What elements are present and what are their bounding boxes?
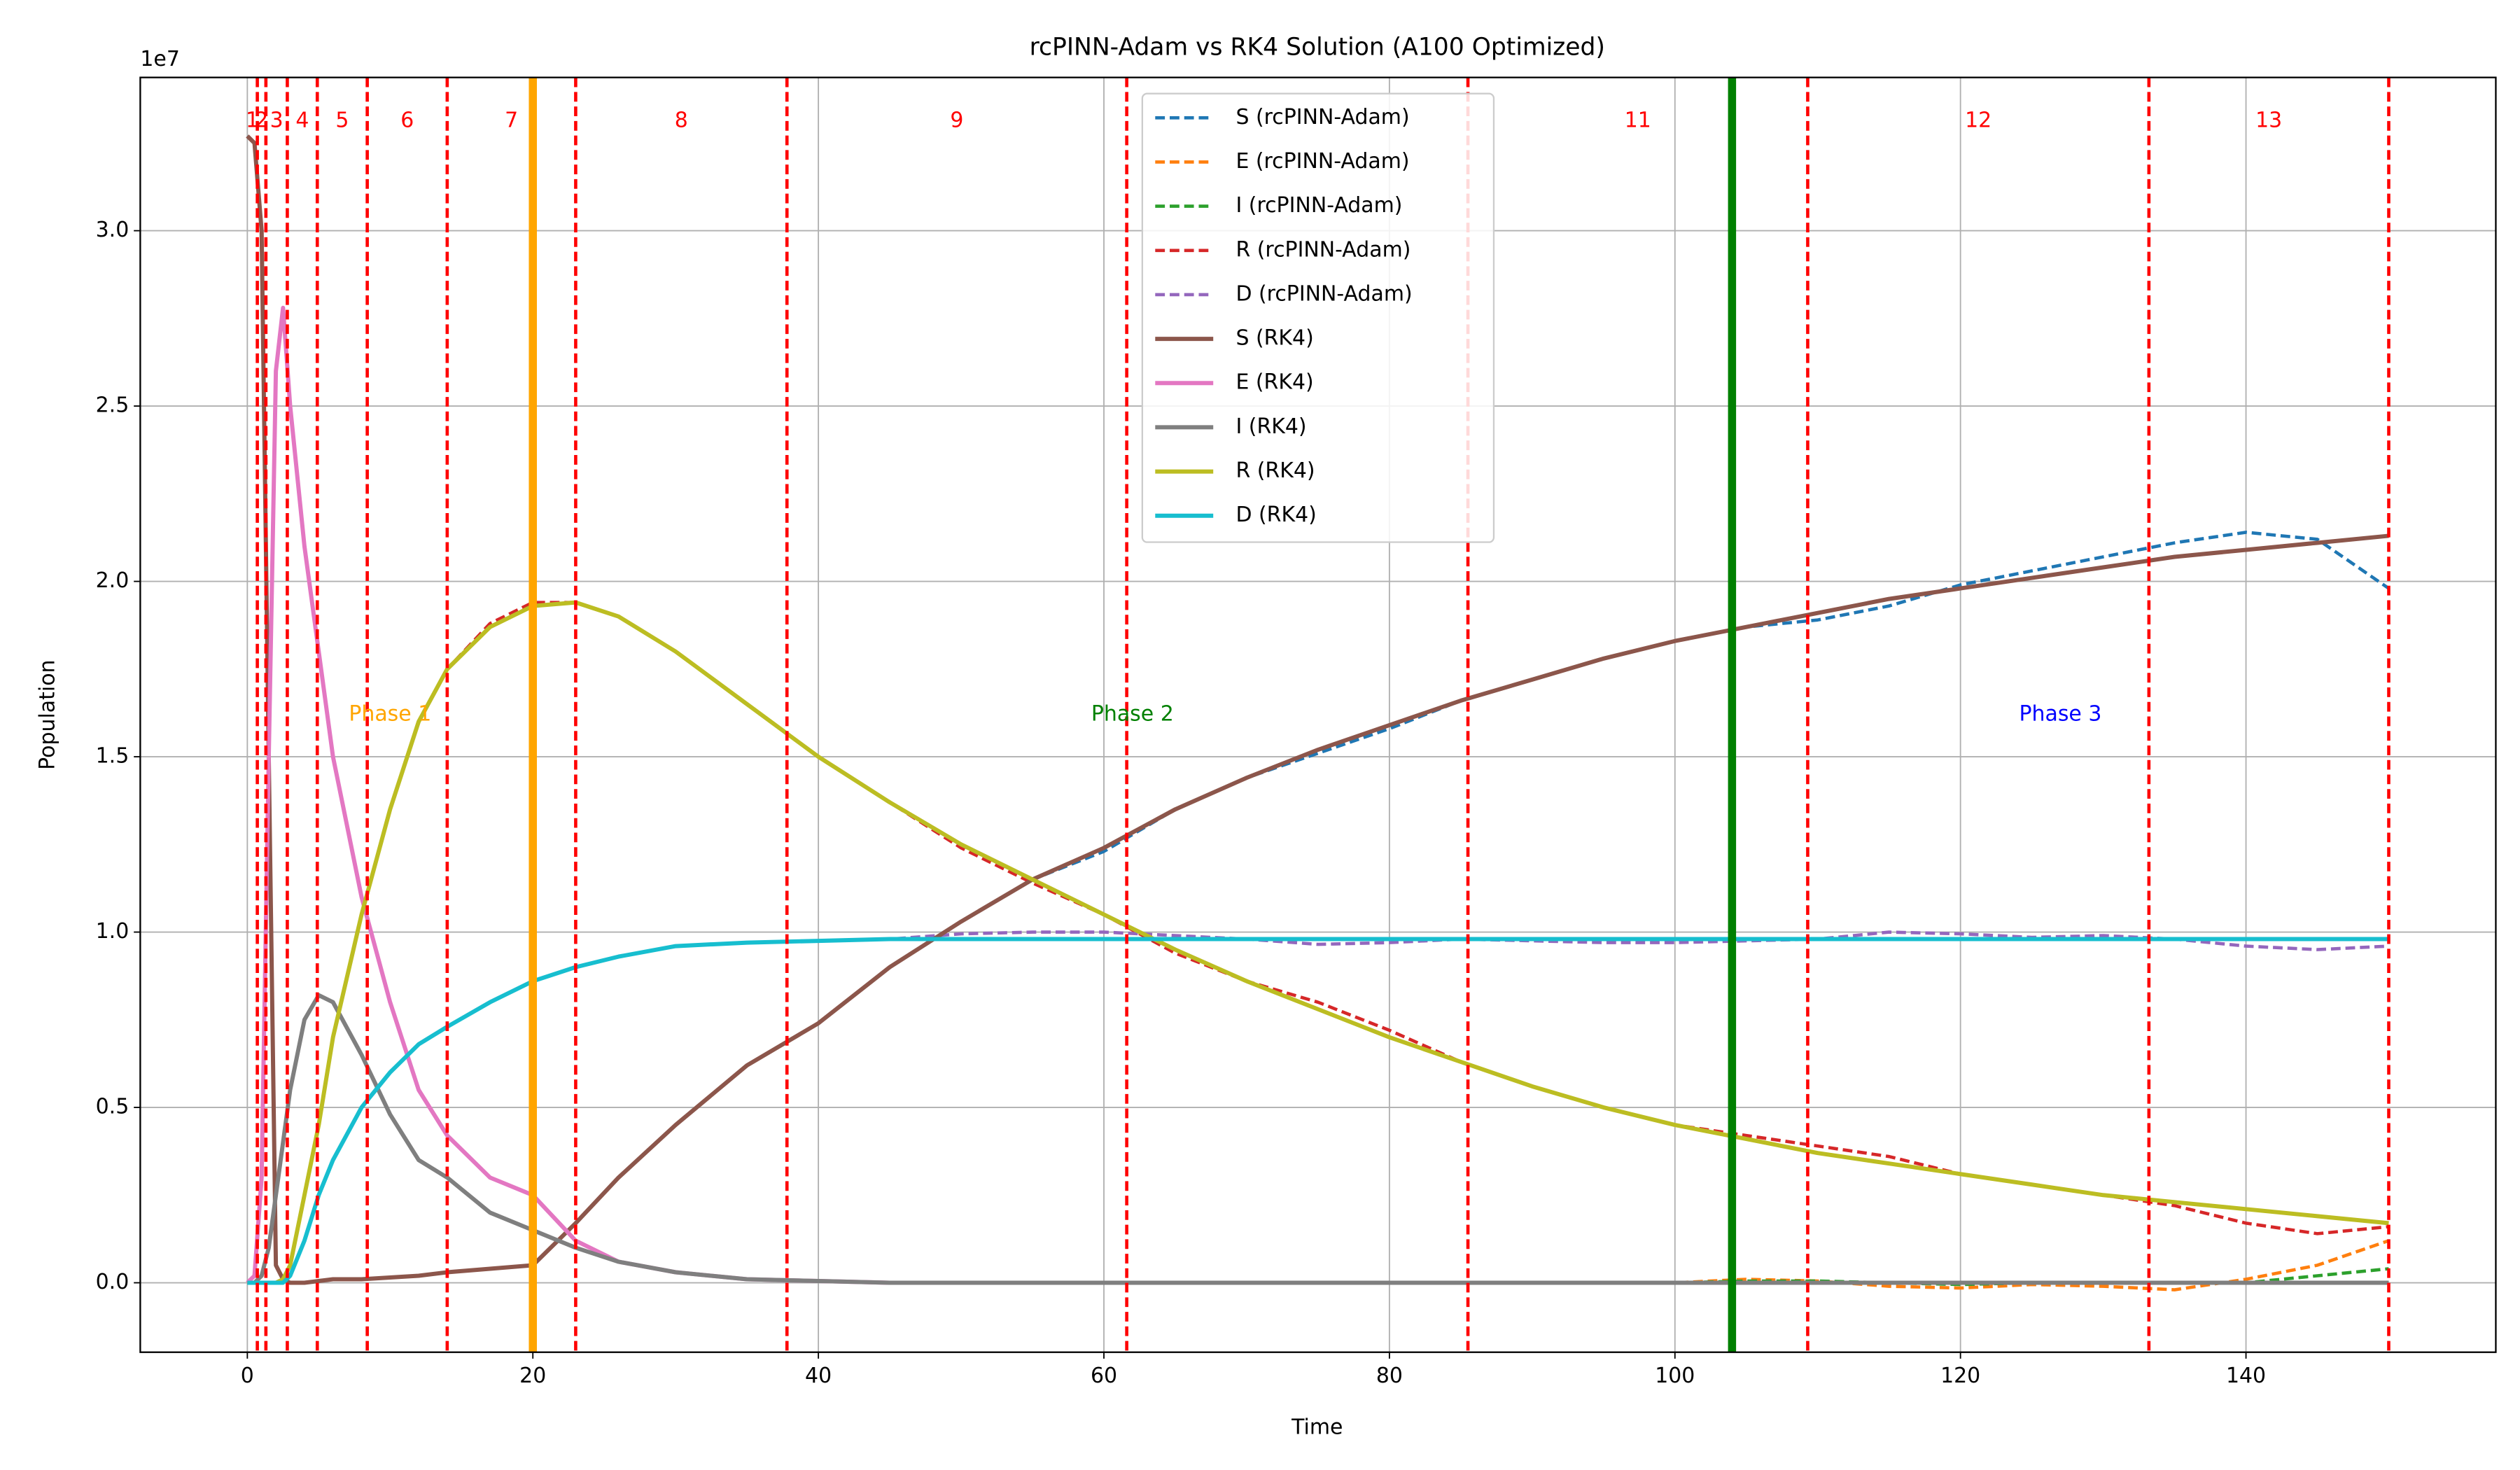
segment-label: 1 xyxy=(246,108,259,132)
segment-label: 11 xyxy=(1625,108,1651,132)
series-line xyxy=(247,937,2389,1285)
segment-label: 3 xyxy=(270,108,284,132)
x-tick-label: 40 xyxy=(805,1364,832,1388)
segment-label: 8 xyxy=(675,108,688,132)
phase-label: Phase 2 xyxy=(1091,702,1174,727)
legend-label: R (rcPINN-Adam) xyxy=(1236,237,1410,262)
legend-label: E (RK4) xyxy=(1236,370,1313,395)
phase-label: Phase 1 xyxy=(349,702,431,727)
legend-label: I (RK4) xyxy=(1236,414,1306,439)
x-tick-label: 60 xyxy=(1091,1364,1117,1388)
y-tick-label: 2.0 xyxy=(96,568,130,593)
series-layer xyxy=(246,134,2390,1292)
legend-label: D (rcPINN-Adam) xyxy=(1236,281,1412,306)
y-tick-label: 2.5 xyxy=(96,393,130,418)
y-tick-label: 1.5 xyxy=(96,744,130,769)
x-tick-label: 20 xyxy=(519,1364,546,1388)
segment-label: 12 xyxy=(1965,108,1991,132)
series-line xyxy=(247,600,2389,1285)
x-axis-label: Time xyxy=(1291,1415,1343,1440)
series-line xyxy=(246,134,2389,1285)
y-tick-label: 0.0 xyxy=(96,1270,130,1294)
y-offset-label: 1e7 xyxy=(140,47,179,71)
legend-label: E (rcPINN-Adam) xyxy=(1236,149,1409,174)
segment-label: 9 xyxy=(950,108,963,132)
y-tick-label: 0.5 xyxy=(96,1095,130,1119)
legend-label: S (rcPINN-Adam) xyxy=(1236,105,1409,130)
x-tick-label: 80 xyxy=(1376,1364,1403,1388)
legend-label: R (RK4) xyxy=(1236,458,1315,483)
legend-box xyxy=(1141,92,1495,543)
legend: S (rcPINN-Adam) E (rcPINN-Adam) I (rcPINN-… xyxy=(1141,92,1495,543)
x-tick-label: 100 xyxy=(1655,1364,1695,1388)
chart-title: rcPINN-Adam vs RK4 Solution (A100 Optimi… xyxy=(1030,34,1605,62)
x-tick-label: 140 xyxy=(2226,1364,2266,1388)
segment-label: 2 xyxy=(255,108,268,132)
segment-label: 5 xyxy=(335,108,349,132)
x-tick-label: 120 xyxy=(1940,1364,1980,1388)
segment-label: 13 xyxy=(2255,108,2282,132)
y-axis-label: Population xyxy=(36,660,60,770)
segment-label: 7 xyxy=(505,108,518,132)
x-tick-label: 0 xyxy=(241,1364,254,1388)
legend-label: S (RK4) xyxy=(1236,326,1313,351)
y-tick-label: 3.0 xyxy=(96,218,130,242)
series-line xyxy=(247,993,2389,1285)
segment-label: 6 xyxy=(400,108,414,132)
segment-label: 4 xyxy=(295,108,309,132)
plot-frame xyxy=(139,76,2497,1353)
legend-label: I (rcPINN-Adam) xyxy=(1236,193,1402,218)
y-tick-label: 1.0 xyxy=(96,919,130,944)
legend-label: D (RK4) xyxy=(1236,503,1316,527)
phase-label: Phase 3 xyxy=(2019,702,2101,727)
